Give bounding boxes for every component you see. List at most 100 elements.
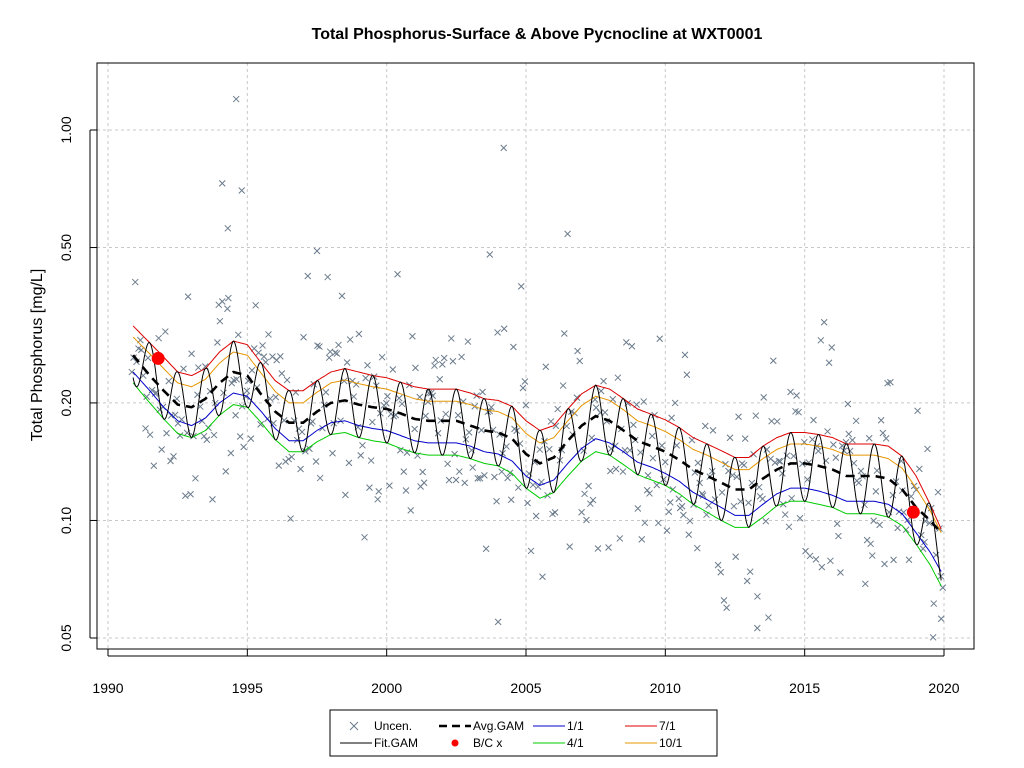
uncensored-point xyxy=(200,432,208,440)
uncensored-point xyxy=(232,411,239,419)
uncensored-point xyxy=(240,443,247,451)
uncensored-point xyxy=(283,376,291,384)
uncensored-point xyxy=(705,502,713,509)
uncensored-point xyxy=(434,429,442,437)
uncensored-point xyxy=(222,468,230,475)
uncensored-point xyxy=(333,350,341,357)
uncensored-point xyxy=(361,533,368,541)
uncensored-point xyxy=(437,417,445,424)
uncensored-point xyxy=(400,468,408,475)
uncensored-point xyxy=(560,330,568,337)
uncensored-point xyxy=(260,353,268,360)
legend-label: Avg.GAM xyxy=(473,719,524,733)
uncensored-point xyxy=(810,416,817,424)
uncensored-point xyxy=(337,417,344,425)
uncensored-point xyxy=(247,435,255,443)
uncensored-point xyxy=(726,434,734,442)
uncensored-point xyxy=(527,547,535,555)
series-line-avg-gam xyxy=(132,354,943,534)
uncensored-point xyxy=(641,519,649,527)
uncensored-point xyxy=(815,447,822,455)
uncensored-point xyxy=(718,489,726,496)
uncensored-point xyxy=(573,394,581,401)
uncensored-point xyxy=(227,449,235,457)
uncensored-point xyxy=(343,359,351,366)
x-tick-label: 2005 xyxy=(510,680,541,696)
uncensored-point xyxy=(209,496,216,503)
uncensored-point xyxy=(820,318,828,326)
uncensored-point xyxy=(395,394,403,402)
uncensored-point xyxy=(732,553,740,561)
uncensored-point xyxy=(474,475,482,482)
uncensored-point xyxy=(458,353,465,361)
uncensored-point xyxy=(494,618,502,626)
uncensored-point xyxy=(665,508,673,516)
uncensored-point xyxy=(730,502,738,510)
uncensored-point xyxy=(683,371,691,379)
uncensored-point xyxy=(397,446,404,454)
uncensored-point xyxy=(402,487,410,494)
uncensored-point xyxy=(776,458,784,465)
uncensored-point xyxy=(877,416,885,424)
uncensored-point xyxy=(493,497,500,505)
legend-label: 10/1 xyxy=(659,736,683,750)
uncensored-point xyxy=(576,357,584,365)
uncensored-point xyxy=(355,330,363,338)
uncensored-point xyxy=(857,467,865,475)
uncensored-point xyxy=(487,403,495,411)
uncensored-point xyxy=(454,411,462,419)
uncensored-point xyxy=(592,404,600,411)
uncensored-point xyxy=(375,488,383,495)
chart-title: Total Phosphorus-Surface & Above Pycnocl… xyxy=(312,26,763,43)
uncensored-point xyxy=(194,364,202,371)
uncensored-point xyxy=(879,429,887,437)
uncensored-point xyxy=(740,461,748,469)
uncensored-point xyxy=(861,501,868,509)
uncensored-point xyxy=(594,545,602,552)
uncensored-point xyxy=(182,492,189,500)
uncensored-point xyxy=(833,520,841,528)
uncensored-point xyxy=(150,462,158,470)
uncensored-point xyxy=(224,305,231,313)
uncensored-point xyxy=(192,474,199,482)
uncensored-point xyxy=(297,465,304,473)
uncensored-point xyxy=(649,454,657,462)
y-axis-label: Total Phosphorus [mg/L] xyxy=(29,269,46,442)
uncensored-point xyxy=(238,187,246,194)
uncensored-point xyxy=(817,336,825,344)
uncensored-point xyxy=(795,408,802,416)
uncensored-point xyxy=(574,347,581,355)
uncensored-point xyxy=(464,338,472,345)
legend-entry: 10/1 xyxy=(625,736,683,750)
uncensored-point xyxy=(389,366,397,373)
uncensored-point xyxy=(765,614,772,621)
uncensored-point xyxy=(187,490,194,498)
uncensored-point xyxy=(876,521,883,529)
uncensored-point xyxy=(338,292,346,300)
uncensored-point xyxy=(921,538,928,546)
uncensored-point xyxy=(522,401,530,409)
uncensored-point xyxy=(367,457,375,464)
uncensored-point xyxy=(534,483,542,490)
uncensored-point xyxy=(837,569,844,576)
uncensored-point xyxy=(491,473,498,481)
uncensored-point xyxy=(828,344,836,351)
uncensored-point xyxy=(872,488,880,495)
uncensored-point xyxy=(188,350,195,358)
uncensored-point xyxy=(445,476,453,484)
uncensored-point xyxy=(773,418,781,425)
series-line-7-1 xyxy=(132,325,942,530)
uncensored-point xyxy=(447,335,455,342)
uncensored-point xyxy=(835,532,842,540)
uncensored-point xyxy=(887,378,894,386)
uncensored-point xyxy=(314,342,321,349)
uncensored-point xyxy=(914,407,921,415)
uncensored-point xyxy=(768,417,775,425)
uncensored-point xyxy=(278,370,286,377)
uncensored-point xyxy=(709,427,717,434)
uncensored-point xyxy=(771,459,779,466)
bc-points xyxy=(151,351,920,519)
uncensored-point xyxy=(224,224,232,232)
uncensored-point xyxy=(693,544,701,552)
